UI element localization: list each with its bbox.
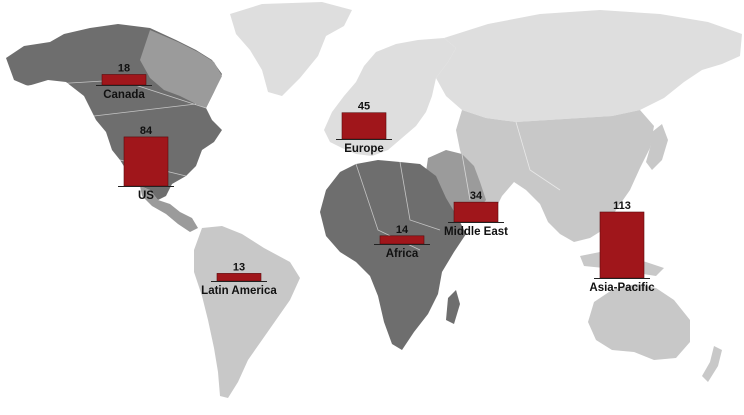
new-zealand-shape	[702, 346, 722, 382]
region-label-latin-america: Latin America	[201, 285, 277, 297]
region-label-us: US	[138, 190, 154, 202]
value-label-asia-pacific: 113	[613, 200, 631, 212]
bar-africa	[379, 235, 425, 245]
value-label-middle-east: 34	[470, 190, 483, 202]
value-label-europe: 45	[358, 101, 370, 113]
value-label-latin-america: 13	[233, 261, 245, 273]
bar-us	[123, 136, 169, 187]
japan-shape	[646, 124, 668, 170]
region-label-asia-pacific: Asia-Pacific	[589, 282, 655, 294]
australia-shape	[588, 284, 690, 360]
bar-europe	[341, 112, 387, 140]
region-label-africa: Africa	[386, 248, 419, 260]
value-label-us: 84	[140, 125, 153, 137]
region-label-canada: Canada	[103, 89, 145, 101]
value-label-canada: 18	[118, 62, 130, 74]
bar-latin-america	[216, 273, 262, 282]
africa-shape	[320, 160, 466, 350]
madagascar-shape	[446, 290, 460, 324]
north-america-east-shape	[140, 30, 222, 108]
chart-bars: 18 Canada 84 US 13 Latin America 45 Europe 14 Afr…	[96, 62, 655, 297]
region-label-europe: Europe	[344, 143, 384, 155]
region-label-middle-east: Middle East	[444, 226, 508, 238]
bar-canada	[101, 74, 147, 86]
greenland-shape	[230, 2, 352, 96]
russia-shape	[436, 10, 742, 122]
bar-asia-pacific	[599, 211, 645, 279]
central-america-shape	[140, 186, 198, 232]
asia-shape	[456, 110, 654, 242]
bar-middle-east	[453, 201, 499, 223]
south-america-shape	[194, 226, 300, 398]
value-label-africa: 14	[396, 224, 409, 236]
